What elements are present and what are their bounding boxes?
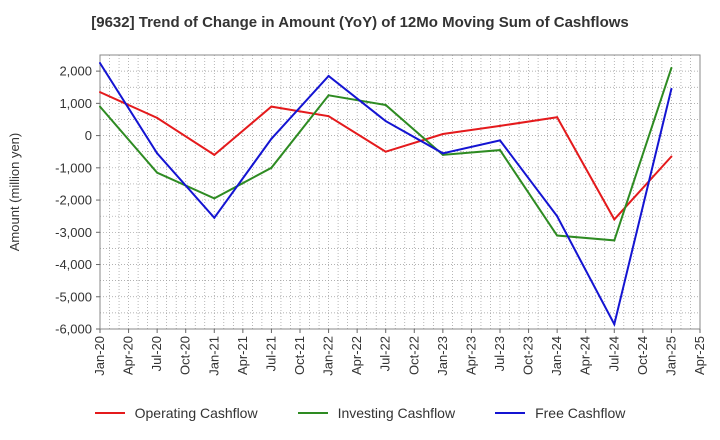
operating-cashflow-point (156, 116, 159, 119)
legend-swatch (495, 412, 526, 414)
free-cashflow-point (327, 74, 330, 77)
investing-cashflow-point (99, 105, 101, 108)
investing-cashflow-point (327, 94, 330, 97)
investing-cashflow-point (384, 103, 387, 106)
investing-cashflow-point (613, 239, 616, 242)
x-tick-label: Oct-24 (635, 336, 650, 375)
investing-cashflow-point (441, 153, 444, 156)
operating-cashflow-point (213, 153, 216, 156)
operating-cashflow-point (327, 115, 330, 118)
legend-label: Free Cashflow (535, 405, 626, 421)
x-tick-label: Apr-21 (235, 336, 250, 375)
x-tick-label: Oct-20 (178, 336, 193, 375)
y-tick-label: -4,000 (55, 257, 92, 272)
investing-cashflow-point (670, 66, 673, 69)
x-tick-label: Apr-20 (121, 336, 136, 375)
x-tick-label: Jul-23 (492, 336, 507, 371)
x-tick-label: Jan-21 (206, 336, 221, 376)
investing-cashflow-point (270, 166, 273, 169)
free-cashflow-point (441, 152, 444, 155)
x-tick-label: Jan-22 (321, 336, 336, 376)
x-tick-label: Jan-25 (663, 336, 678, 376)
free-cashflow-point (670, 87, 673, 90)
series-lines (99, 62, 673, 327)
x-tick-label: Oct-21 (292, 336, 307, 375)
investing-cashflow-point (213, 197, 216, 200)
y-tick-label: -5,000 (55, 289, 92, 304)
x-axis: Jan-20 Apr-20 Jul-20 Oct-20 Jan-21 Apr-21 Jul-… (92, 329, 707, 376)
y-axis-label: Amount (million yen) (7, 133, 22, 252)
y-tick-label: -2,000 (55, 193, 92, 208)
legend: Operating Cashflow Investing Cashflow Free… (0, 405, 720, 421)
legend-item-free-cashflow: Free Cashflow (495, 405, 625, 421)
x-tick-label: Jul-21 (263, 336, 278, 371)
legend-item-investing-cashflow: Investing Cashflow (297, 405, 456, 421)
x-tick-label: Jul-24 (606, 336, 621, 371)
free-cashflow-point (499, 139, 501, 142)
x-tick-label: Apr-22 (349, 336, 364, 375)
free-cashflow-point (213, 216, 216, 219)
x-tick-label: Oct-22 (406, 336, 421, 375)
x-tick-label: Apr-25 (692, 336, 707, 375)
investing-cashflow-point (499, 149, 501, 152)
plot-frame (99, 54, 701, 330)
legend-swatch (297, 412, 328, 414)
operating-cashflow-point (384, 150, 387, 153)
x-tick-label: Jul-20 (149, 336, 164, 371)
x-tick-label: Oct-23 (521, 336, 536, 375)
investing-cashflow-point (156, 171, 159, 174)
legend-item-operating-cashflow: Operating Cashflow (94, 405, 258, 421)
y-tick-label: 2,000 (59, 64, 92, 79)
operating-cashflow-point (270, 105, 273, 108)
x-tick-label: Jan-20 (92, 336, 107, 376)
x-tick-label: Jan-24 (549, 336, 564, 376)
y-tick-label: 1,000 (59, 96, 92, 111)
free-cashflow-point (556, 215, 559, 218)
operating-cashflow-point (613, 218, 616, 221)
free-cashflow-point (384, 120, 387, 123)
x-tick-label: Jul-22 (378, 336, 393, 371)
x-tick-label: Apr-24 (578, 336, 593, 375)
legend-label: Investing Cashflow (337, 405, 456, 421)
y-tick-label: -6,000 (55, 322, 92, 337)
x-tick-label: Apr-23 (463, 336, 478, 375)
legend-label: Operating Cashflow (134, 405, 258, 421)
operating-cashflow-point (556, 116, 559, 119)
operating-cashflow-point (99, 91, 101, 94)
grid (100, 55, 700, 329)
y-axis: 2,000 1,000 0 -1,000 -2,000 -3,000 -4,000 -5,00… (55, 64, 100, 337)
free-cashflow-point (613, 323, 616, 326)
y-tick-label: -1,000 (55, 160, 92, 175)
legend-swatch (94, 412, 125, 414)
free-cashflow-point (156, 152, 159, 155)
operating-cashflow-point (670, 155, 673, 158)
operating-cashflow-point (441, 132, 444, 135)
investing-cashflow-point (556, 234, 559, 237)
free-cashflow-point (270, 137, 273, 140)
operating-cashflow-point (499, 124, 501, 127)
y-tick-label: -3,000 (55, 225, 92, 240)
y-tick-label: 0 (85, 128, 92, 143)
x-tick-label: Jan-23 (435, 336, 450, 376)
free-cashflow-point (99, 62, 101, 65)
chart-title: [9632] Trend of Change in Amount (YoY) o… (91, 14, 629, 31)
